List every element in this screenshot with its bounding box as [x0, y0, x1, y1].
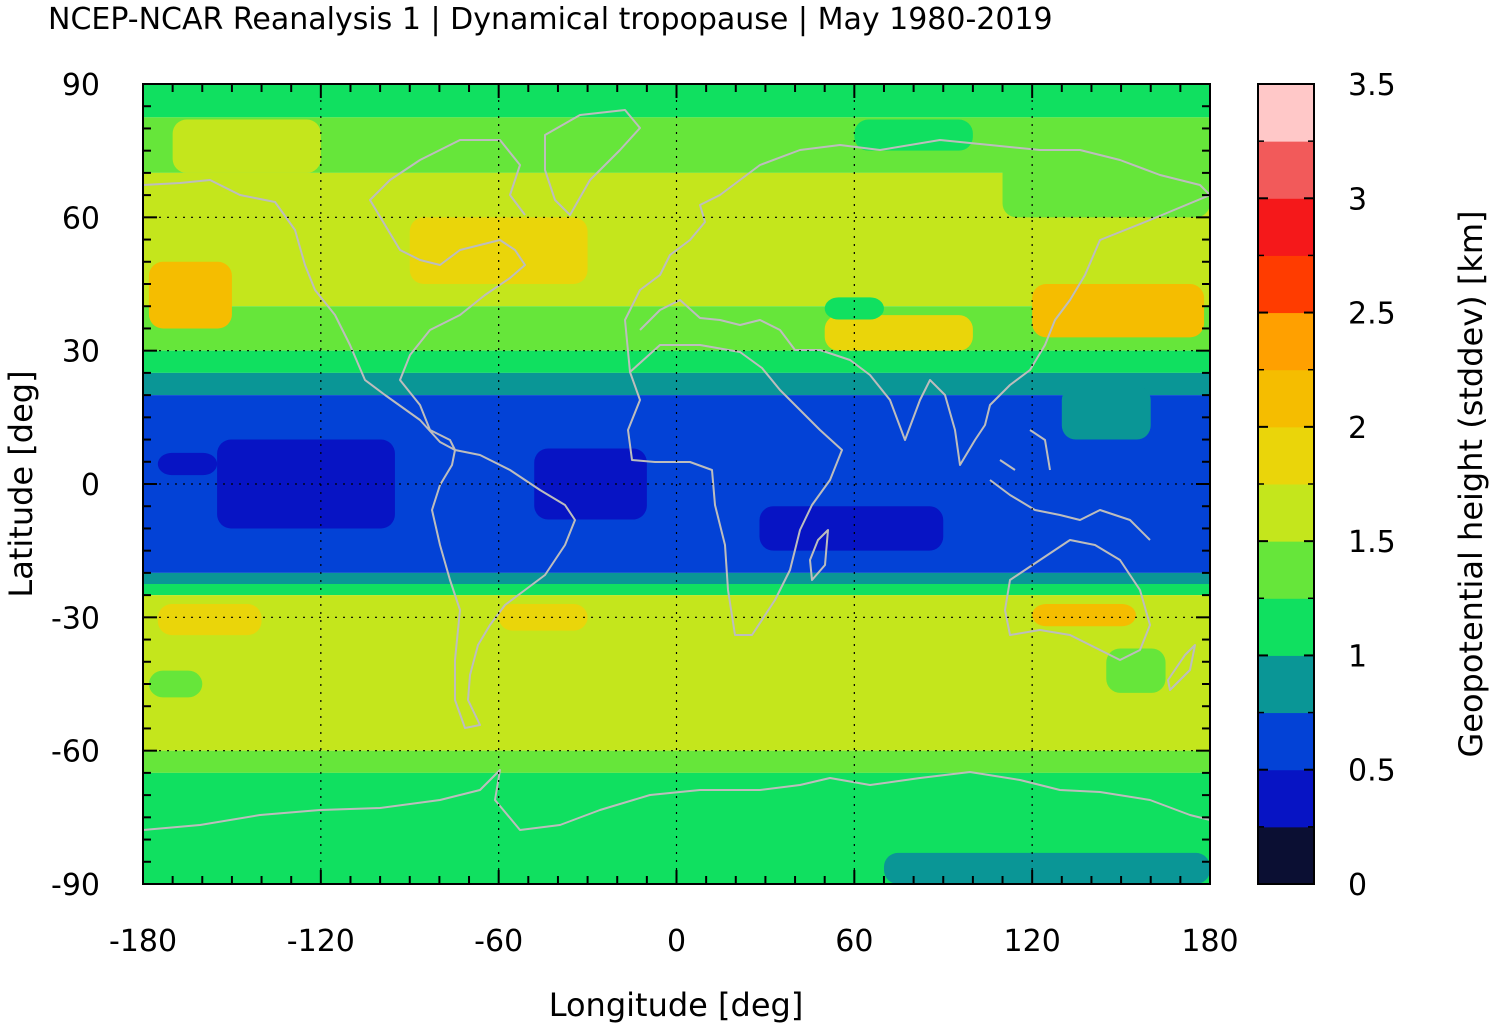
x-tick-labels: -180 -120 -60 0 60 120 180 — [109, 924, 1239, 959]
colorbar-swatch — [1258, 541, 1314, 599]
field-patch-0 — [217, 439, 395, 529]
field-band-5 — [143, 372, 1210, 396]
x-tick-label: 120 — [1004, 924, 1061, 959]
coastline-africa — [627, 344, 843, 636]
field-patch-8 — [1032, 604, 1136, 627]
colorbar-tick-label: 3.5 — [1348, 68, 1396, 103]
graticule — [143, 84, 1210, 884]
colorbar-tick-label: 2 — [1348, 411, 1367, 446]
field-patch-13 — [883, 852, 1210, 884]
colorbar-swatch — [1258, 84, 1314, 142]
field-patch-3 — [759, 506, 944, 551]
y-tick-label: 30 — [62, 335, 100, 370]
coastline-europe-asia — [624, 139, 1210, 466]
x-tick-label: 180 — [1181, 924, 1238, 959]
colorbar-tick-label: 0 — [1348, 868, 1367, 903]
field-patch-11 — [1061, 386, 1151, 440]
x-tick-label: -180 — [109, 924, 177, 959]
field-patch-2 — [534, 448, 647, 520]
y-tick-label: 0 — [81, 468, 100, 503]
colorbar-swatch — [1258, 484, 1314, 542]
colorbar-title: Geopotential height (stddev) [km] — [1452, 210, 1490, 757]
y-tick-label: -90 — [51, 868, 100, 903]
x-tick-label: -120 — [287, 924, 355, 959]
colorbar-swatch — [1258, 712, 1314, 771]
colorbar — [1258, 84, 1314, 885]
coastline-australia — [1004, 539, 1151, 661]
y-axis-title: Latitude [deg] — [2, 370, 40, 597]
field-patch-7 — [824, 315, 973, 351]
field-patch-16 — [172, 119, 321, 173]
field-patch-14 — [148, 670, 203, 698]
colorbar-swatch — [1258, 312, 1314, 371]
field-patch-5 — [409, 217, 588, 284]
colorbar-swatch — [1258, 198, 1314, 256]
colorbar-swatch — [1258, 655, 1314, 714]
field-patch-6 — [1032, 284, 1205, 338]
colorbar-swatch — [1258, 369, 1314, 428]
coastline-south-america — [431, 449, 576, 729]
coastline-indonesia — [989, 429, 1151, 541]
coastline-greenland — [544, 109, 641, 216]
y-tick-label: 60 — [62, 201, 100, 236]
field-band-10 — [143, 750, 1210, 773]
colorbar-swatch — [1258, 141, 1314, 199]
y-tick-label: -30 — [51, 601, 100, 636]
field-patch-10 — [157, 604, 262, 636]
y-tick-labels: 90 60 30 0 -30 -60 -90 — [51, 68, 100, 903]
field-patch-1 — [157, 452, 218, 476]
colorbar-tick-label: 2.5 — [1348, 297, 1396, 332]
y-tick-label: 90 — [62, 68, 100, 103]
field-patch-18 — [854, 119, 973, 151]
field-patch-4 — [148, 261, 232, 329]
coastline-new-zealand — [1167, 644, 1196, 691]
colorbar-swatch — [1258, 255, 1314, 314]
colorbar-swatch — [1258, 826, 1314, 885]
field-band-7 — [143, 572, 1210, 584]
x-tick-label: -60 — [474, 924, 523, 959]
coastline-madagascar — [809, 529, 829, 581]
colorbar-tick-label: 0.5 — [1348, 754, 1396, 789]
colorbar-tick-label: 1.5 — [1348, 525, 1396, 560]
colorbar-swatch — [1258, 769, 1314, 828]
field-patch-15 — [1106, 648, 1166, 693]
field-patch-17 — [1002, 128, 1210, 218]
y-tick-label: -60 — [51, 735, 100, 770]
colorbar-swatch — [1258, 598, 1314, 656]
colorbar-swatch — [1258, 426, 1314, 485]
field-band-4 — [143, 350, 1210, 373]
x-axis-title: Longitude [deg] — [549, 986, 804, 1024]
coastlines — [143, 109, 1210, 831]
colorbar-ticks: 0 0.5 1 1.5 2 2.5 3 3.5 — [1258, 68, 1396, 903]
x-tick-label: 0 — [667, 924, 686, 959]
map-title: NCEP-NCAR Reanalysis 1 | Dynamical tropo… — [48, 2, 1053, 37]
axis-ticks — [142, 83, 1211, 885]
x-tick-label: 60 — [835, 924, 873, 959]
coastline-antarctica — [143, 769, 1210, 831]
colorbar-tick-label: 3 — [1348, 182, 1367, 217]
coastline-north-america — [143, 139, 526, 451]
colorbar-tick-label: 1 — [1348, 639, 1367, 674]
